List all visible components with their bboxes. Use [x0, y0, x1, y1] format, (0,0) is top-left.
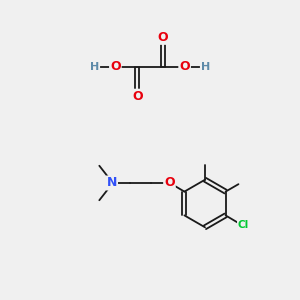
- Text: Cl: Cl: [238, 220, 249, 230]
- Text: O: O: [179, 60, 190, 73]
- Text: O: O: [164, 176, 175, 190]
- Text: H: H: [90, 62, 99, 72]
- Text: O: O: [157, 31, 168, 44]
- Text: O: O: [110, 60, 121, 73]
- Text: O: O: [132, 90, 143, 103]
- Text: H: H: [201, 62, 210, 72]
- Text: N: N: [106, 176, 117, 190]
